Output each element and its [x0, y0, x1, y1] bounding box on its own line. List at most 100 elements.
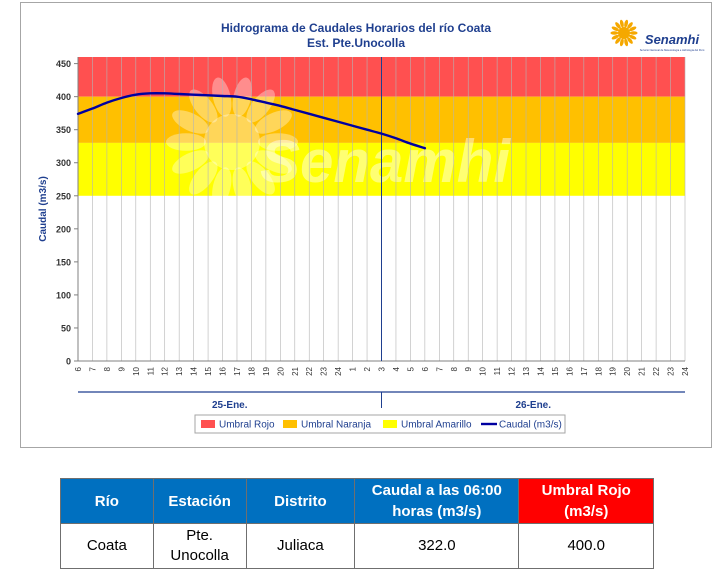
legend-swatch-2 — [383, 420, 397, 428]
series-point — [236, 95, 238, 98]
x-tick-label: 14 — [190, 366, 199, 375]
x-tick-label: 14 — [536, 366, 545, 375]
senamhi-watermark: Senamhi — [166, 77, 511, 207]
series-point — [192, 93, 195, 96]
series-point — [337, 120, 340, 123]
x-tick-label: 11 — [146, 366, 155, 375]
x-tick-label: 15 — [204, 366, 213, 375]
x-tick-label: 13 — [175, 366, 184, 375]
hydrograph-svg: Hidrograma de Caudales Horarios del río … — [20, 2, 712, 448]
x-tick-label: 6 — [74, 366, 83, 371]
series-point — [395, 137, 397, 140]
logo-sun-ray-6 — [611, 34, 620, 40]
logo-sun-ray-9 — [615, 22, 621, 29]
watermark-sun-ray-1 — [255, 150, 292, 174]
x-tick-label: 16 — [219, 366, 228, 375]
y-tick-label: 200 — [56, 224, 71, 234]
x-tick-label: 3 — [378, 366, 387, 371]
cell-rio: Coata — [60, 523, 154, 569]
x-tick-label: 18 — [247, 366, 256, 375]
series-point — [366, 128, 368, 131]
x-tick-label: 15 — [551, 366, 560, 375]
y-tick-label: 100 — [56, 290, 71, 300]
legend-box — [194, 414, 566, 434]
x-tick-label: 10 — [479, 366, 488, 375]
logo-sun-ray-3 — [624, 38, 629, 47]
y-tick-label: 300 — [56, 158, 71, 168]
x-tick-label: 13 — [522, 366, 531, 375]
hydrograph-chart: Hidrograma de Caudales Horarios del río … — [20, 2, 712, 448]
x-tick-label: 17 — [580, 366, 589, 375]
series-point — [134, 93, 137, 96]
series-point — [221, 95, 224, 97]
legend-swatch-1 — [283, 420, 297, 428]
x-tick-label: 7 — [435, 366, 444, 371]
legend-label-2: Umbral Amarillo — [401, 420, 472, 431]
logo-sun-ray-4 — [619, 38, 624, 47]
watermark-sun-ray-13 — [255, 110, 292, 134]
y-tick-label: 150 — [56, 257, 71, 267]
watermark-sun-ray-3 — [232, 167, 252, 207]
x-tick-label: 22 — [305, 366, 314, 375]
legend-swatch-0 — [201, 420, 215, 428]
logo-sun-ray-0 — [629, 31, 638, 35]
logo-sun-ray-13 — [628, 26, 637, 32]
watermark-text: Senamhi — [260, 128, 511, 195]
y-tick-label: 0 — [66, 357, 71, 367]
x-tick-label: 10 — [132, 366, 141, 375]
x-tick-label: 18 — [594, 366, 603, 375]
x-tick-label: 9 — [117, 366, 126, 371]
header-caudal: Caudal a las 06:00 horas (m3/s) — [354, 478, 520, 524]
series-point — [279, 105, 282, 107]
logo-name: Senamhi — [645, 32, 700, 47]
chart-legend: Umbral Rojo Umbral Naranja Umbral Amarillo… — [194, 414, 566, 434]
x-tick-label: 5 — [406, 366, 415, 371]
x-tick-label: 16 — [565, 366, 574, 375]
series-point — [264, 101, 267, 104]
series-point — [423, 147, 426, 150]
x-tick-label: 9 — [464, 366, 473, 371]
series-point — [409, 142, 412, 145]
header-rio: Río — [60, 478, 154, 524]
watermark-sun-ray-7 — [166, 133, 206, 151]
y-tick-label: 50 — [61, 323, 71, 333]
day-label-2: 26-Ene. — [515, 400, 551, 411]
series-point — [207, 94, 209, 97]
logo-sun-ray-7 — [610, 31, 619, 35]
x-tick-label: 23 — [667, 366, 676, 375]
logo-sun-ray-12 — [627, 22, 633, 29]
x-tick-label: 22 — [652, 366, 661, 375]
logo-sun-ray-10 — [619, 19, 624, 28]
logo-sun-ray-5 — [615, 37, 621, 44]
legend-label-3: Caudal (m3/s) — [499, 420, 562, 431]
y-tick-label: 450 — [56, 59, 71, 69]
y-tick-label: 250 — [56, 191, 71, 201]
watermark-sun-ray-4 — [212, 167, 232, 207]
table-row: Coata Pte. Unocolla Juliaca 322.0 400.0 — [60, 523, 654, 569]
y-tick-label: 350 — [56, 125, 71, 135]
series-point — [163, 92, 166, 95]
x-tick-label: 21 — [638, 366, 647, 375]
watermark-sun-ray-9 — [189, 89, 218, 123]
series-point — [106, 101, 108, 104]
logo-sun-ray-2 — [627, 37, 633, 44]
series-point — [91, 107, 94, 110]
x-tick-label: 7 — [88, 366, 97, 371]
x-tick-label: 21 — [291, 366, 300, 375]
x-tick-label: 4 — [392, 366, 401, 371]
series-point — [322, 116, 325, 119]
table-header-row: Río Estación Distrito Caudal a las 06:00… — [60, 478, 654, 524]
logo-sun-ray-1 — [628, 34, 637, 40]
watermark-sun-icon — [166, 77, 298, 207]
watermark-sun-ray-12 — [246, 89, 275, 123]
sun-icon — [610, 19, 638, 47]
cell-estacion: Pte. Unocolla — [152, 523, 247, 569]
x-tick-label: 20 — [623, 366, 632, 375]
series-point — [250, 98, 253, 101]
series-point — [178, 93, 181, 95]
x-tick-label: 19 — [609, 366, 618, 375]
series-point — [149, 92, 152, 95]
y-tick-label: 400 — [56, 92, 71, 102]
x-tick-label: 24 — [681, 366, 690, 375]
y-axis-title: Caudal (m3/s) — [38, 176, 49, 242]
